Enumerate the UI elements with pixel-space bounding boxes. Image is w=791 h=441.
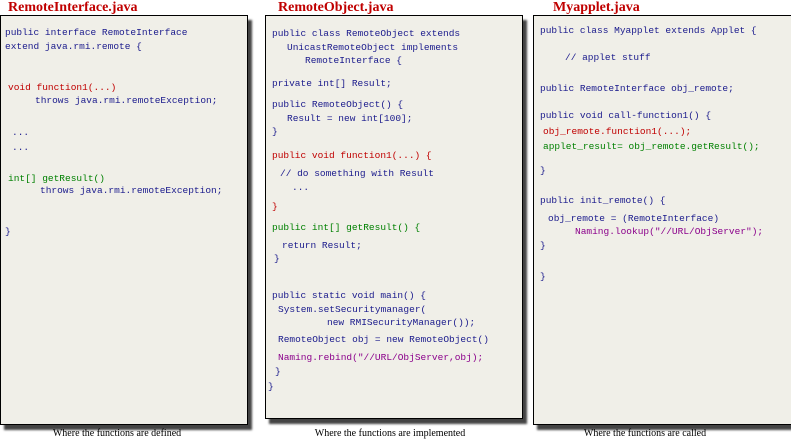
code-line: applet_result= obj_remote.getResult(); [543, 141, 760, 152]
code-line: ... [12, 142, 30, 153]
code-line: } [540, 271, 546, 282]
code-line: throws java.rmi.remoteException; [40, 185, 223, 196]
file-title: Myapplet.java [553, 0, 640, 15]
code-line: new RMISecurityManager()); [327, 317, 476, 328]
code-line: } [5, 226, 11, 237]
code-line: Result = new int[100]; [287, 113, 413, 124]
code-line: RemoteInterface { [305, 55, 402, 66]
code-line: public static void main() { [272, 290, 426, 301]
code-line: public interface RemoteInterface [5, 27, 188, 38]
code-line: void function1(...) [8, 82, 117, 93]
code-line: // do something with Result [280, 168, 434, 179]
code-line: } [540, 165, 546, 176]
code-line: ... [292, 182, 310, 193]
code-line: public int[] getResult() { [272, 222, 421, 233]
code-line: RemoteObject obj = new RemoteObject() [278, 334, 489, 345]
code-line: return Result; [282, 240, 362, 251]
code-line: Naming.lookup("//URL/ObjServer"); [575, 226, 764, 237]
code-line: extend java.rmi.remote { [5, 41, 142, 52]
code-line: public RemoteInterface obj_remote; [540, 83, 734, 94]
code-line: } [272, 201, 278, 212]
code-line: Naming.rebind("//URL/ObjServer,obj); [278, 352, 484, 363]
code-line: } [540, 240, 546, 251]
code-line: } [272, 126, 278, 137]
code-line: public void call-function1() { [540, 110, 712, 121]
file-title: RemoteInterface.java [8, 0, 138, 15]
code-line: obj_remote = (RemoteInterface) [548, 213, 720, 224]
code-line: ... [12, 127, 30, 138]
code-line: throws java.rmi.remoteException; [35, 95, 218, 106]
code-line: System.setSecuritymanager( [278, 304, 427, 315]
caption: Where the functions are defined [52, 428, 182, 439]
code-line: int[] getResult() [8, 173, 105, 184]
code-panel: public class RemoteObject extends Unicas… [265, 15, 523, 419]
caption: Where the functions are called [583, 428, 707, 439]
code-panel: public interface RemoteInterface extend … [0, 15, 248, 425]
code-line: obj_remote.function1(...); [543, 126, 692, 137]
code-line: } [275, 366, 281, 377]
caption: Where the functions are implemented [314, 428, 466, 439]
code-line: public class Myapplet extends Applet { [540, 25, 757, 36]
code-line: } [268, 381, 274, 392]
file-title: RemoteObject.java [278, 0, 394, 15]
code-line: // applet stuff [565, 52, 651, 63]
code-panel: public class Myapplet extends Applet { /… [533, 15, 791, 425]
code-line: public RemoteObject() { [272, 99, 404, 110]
code-line: public void function1(...) { [272, 150, 432, 161]
code-line: private int[] Result; [272, 78, 392, 89]
code-line: public init_remote() { [540, 195, 666, 206]
code-line: } [274, 253, 280, 264]
code-line: public class RemoteObject extends [272, 28, 461, 39]
code-line: UnicastRemoteObject implements [287, 42, 459, 53]
